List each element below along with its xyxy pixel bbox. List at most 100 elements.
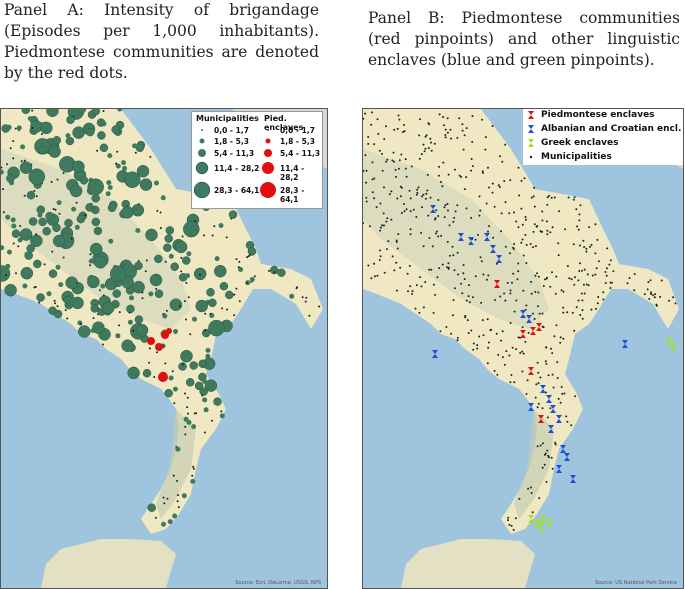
municipality-point bbox=[432, 283, 435, 286]
municipality-point bbox=[456, 136, 459, 139]
municipality-point bbox=[395, 239, 398, 242]
municipality-dot bbox=[107, 203, 117, 213]
municipality-point bbox=[461, 129, 464, 132]
legend-enclave-class-4: 11,4 - 28,2 bbox=[280, 164, 305, 182]
municipality-point bbox=[373, 275, 376, 278]
municipality-point bbox=[487, 346, 490, 349]
municipality-point bbox=[530, 292, 533, 295]
municipality-dot bbox=[79, 176, 89, 185]
municipality-dot bbox=[12, 140, 15, 143]
municipality-dot bbox=[214, 264, 227, 278]
municipality-dot bbox=[1, 265, 11, 282]
municipality-dot bbox=[167, 519, 173, 525]
municipality-point bbox=[422, 245, 425, 248]
municipality-dot bbox=[31, 109, 34, 112]
municipality-dot bbox=[233, 314, 236, 317]
municipality-point bbox=[517, 262, 520, 265]
municipality-dot bbox=[180, 270, 183, 273]
municipality-dot bbox=[19, 228, 33, 241]
municipality-point bbox=[567, 196, 570, 199]
municipality-point bbox=[508, 252, 511, 255]
municipality-point bbox=[519, 336, 521, 339]
municipality-point bbox=[509, 292, 512, 295]
municipality-point bbox=[550, 456, 553, 459]
municipality-point bbox=[646, 288, 649, 291]
municipality-dot bbox=[201, 394, 204, 397]
municipality-point bbox=[493, 205, 496, 208]
greek-pinpoint bbox=[534, 519, 540, 527]
municipality-point bbox=[563, 392, 566, 395]
municipality-point bbox=[609, 259, 612, 262]
municipality-point bbox=[424, 197, 427, 200]
municipality-dot bbox=[144, 270, 147, 273]
municipality-point bbox=[515, 220, 518, 223]
municipality-point bbox=[539, 230, 542, 233]
legend-b-item-3: Greek enclaves bbox=[541, 138, 619, 148]
municipality-point bbox=[456, 204, 459, 207]
municipality-dot bbox=[225, 236, 228, 239]
municipality-point bbox=[418, 311, 421, 314]
municipality-dot bbox=[93, 226, 103, 236]
municipality-dot bbox=[10, 217, 16, 223]
municipality-point bbox=[396, 197, 399, 200]
municipality-point bbox=[415, 216, 418, 218]
municipality-point bbox=[525, 393, 528, 395]
municipality-dot bbox=[192, 316, 197, 322]
municipality-dot bbox=[136, 164, 150, 178]
municipality-point bbox=[495, 332, 498, 335]
municipality-point bbox=[462, 264, 465, 266]
municipality-point bbox=[605, 267, 608, 270]
municipality-point bbox=[376, 274, 379, 277]
municipality-point bbox=[555, 275, 558, 278]
municipality-point bbox=[485, 278, 488, 281]
municipality-dot bbox=[148, 361, 151, 364]
municipality-point bbox=[579, 244, 581, 247]
municipality-dot bbox=[132, 143, 138, 149]
municipality-dot bbox=[183, 220, 200, 238]
municipality-point bbox=[605, 274, 608, 277]
municipality-point bbox=[418, 134, 421, 137]
municipality-dot bbox=[220, 410, 223, 413]
municipality-point bbox=[484, 136, 487, 139]
municipality-dot bbox=[172, 474, 175, 477]
municipality-dot bbox=[135, 143, 145, 153]
municipality-point bbox=[370, 277, 373, 280]
municipality-point bbox=[549, 285, 552, 288]
legend-symbol-municipality-1 bbox=[201, 129, 203, 131]
municipality-dot bbox=[72, 160, 85, 174]
municipality-dot bbox=[177, 506, 180, 509]
municipality-point bbox=[544, 452, 547, 455]
municipality-dot bbox=[39, 122, 45, 128]
albanian-croatian-pinpoint bbox=[622, 340, 628, 348]
municipality-point bbox=[573, 196, 576, 199]
municipality-point bbox=[409, 228, 412, 231]
municipality-point bbox=[674, 302, 677, 305]
municipality-point bbox=[386, 217, 389, 220]
municipality-point bbox=[520, 241, 523, 244]
municipality-dot bbox=[58, 282, 64, 288]
municipality-point bbox=[391, 255, 394, 258]
municipality-point bbox=[509, 381, 512, 384]
municipality-point bbox=[423, 150, 426, 153]
municipality-dot bbox=[182, 256, 191, 265]
municipality-dot bbox=[76, 214, 86, 224]
municipality-dot bbox=[194, 381, 204, 391]
municipality-dot bbox=[162, 496, 165, 499]
municipality-point bbox=[452, 299, 455, 302]
municipality-point bbox=[420, 285, 423, 288]
municipality-dot bbox=[1, 169, 4, 175]
municipality-dot bbox=[233, 293, 236, 296]
municipality-dot bbox=[172, 513, 178, 519]
legend-b-symbols bbox=[528, 111, 534, 159]
legend-symbol-municipality-3 bbox=[198, 149, 206, 157]
municipality-dot bbox=[129, 295, 134, 301]
municipality-point bbox=[470, 158, 473, 160]
municipality-point bbox=[437, 235, 440, 238]
municipality-dot bbox=[12, 242, 15, 245]
municipality-point bbox=[559, 401, 562, 404]
municipality-point bbox=[507, 516, 510, 519]
municipality-dot bbox=[27, 116, 33, 122]
piedmontese-pinpoint bbox=[538, 415, 544, 423]
municipality-point bbox=[583, 268, 586, 271]
municipality-point bbox=[542, 442, 544, 445]
